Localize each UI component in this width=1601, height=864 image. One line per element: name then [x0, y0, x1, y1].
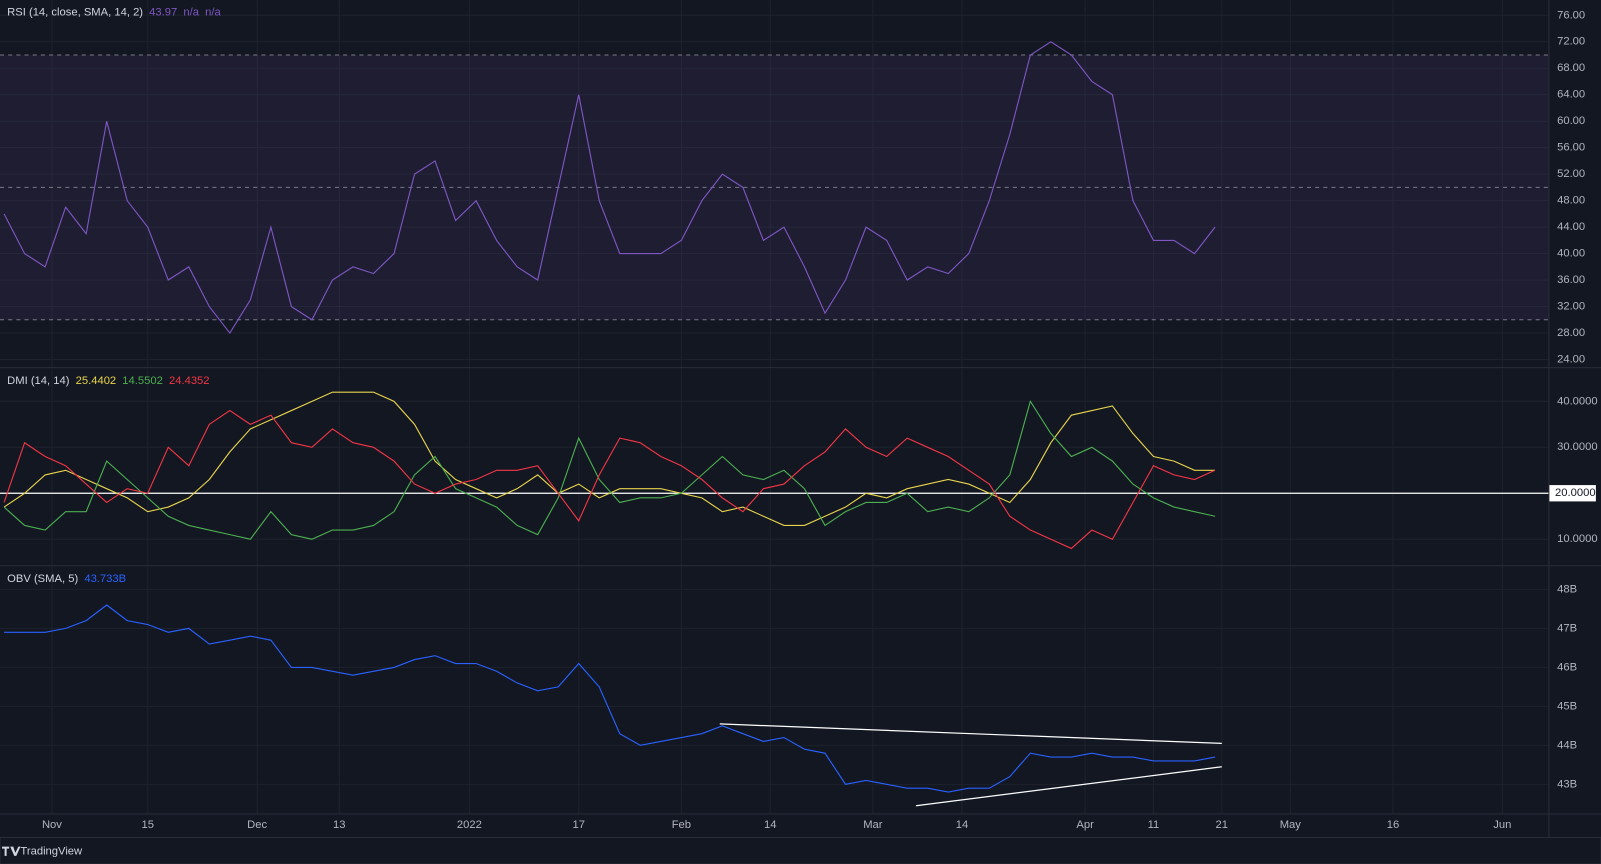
series-line [3, 409, 1216, 550]
pane-header: DMI (14, 14) 25.4402 14.5502 24.4352 [7, 375, 209, 387]
x-tick-label: Mar [863, 819, 883, 831]
pane-title: OBV (SMA, 5) [7, 573, 78, 585]
brand-logo [2, 846, 21, 856]
series-line [3, 41, 1216, 335]
series-line [4, 604, 1216, 793]
hline-label: 20.0000 [1555, 487, 1596, 499]
y-tick-label: 72.00 [1557, 36, 1585, 48]
y-tick-label: 45B [1557, 700, 1577, 712]
brand: TradingView [20, 846, 83, 858]
y-tick-label: 48B [1557, 583, 1577, 595]
header-value: 14.5502 [122, 375, 163, 387]
footer-bar [0, 836, 1601, 864]
y-tick-label: 36.00 [1557, 274, 1585, 286]
x-tick-label: Jun [1493, 819, 1511, 831]
y-tick-label: 60.00 [1557, 115, 1585, 127]
x-tick-label: 17 [573, 819, 585, 831]
trend-line [915, 766, 1222, 807]
header-value: n/a [183, 6, 199, 18]
x-tick-label: 16 [1387, 819, 1399, 831]
x-tick-label: Nov [42, 819, 62, 831]
x-tick-label: 11 [1148, 819, 1160, 831]
header-value: n/a [205, 6, 221, 18]
x-tick-label: Feb [672, 819, 691, 831]
x-tick-label: May [1280, 819, 1302, 831]
pane-title: DMI (14, 14) [7, 375, 70, 387]
y-tick-label: 44.00 [1557, 221, 1585, 233]
x-tick-label: 14 [764, 819, 776, 831]
x-tick-label: 15 [142, 819, 154, 831]
y-tick-label: 32.00 [1557, 301, 1585, 313]
x-tick-label: Dec [247, 819, 267, 831]
y-tick-label: 24.00 [1557, 353, 1585, 365]
x-tick-label: 14 [956, 819, 968, 831]
header-value: 24.4352 [169, 375, 210, 387]
pane-title: RSI (14, close, SMA, 14, 2) [7, 6, 143, 18]
hline-label-box [1548, 485, 1596, 502]
y-tick-label: 44B [1557, 739, 1577, 751]
x-tick-label: Apr [1076, 819, 1094, 831]
y-tick-label: 56.00 [1557, 142, 1585, 154]
y-tick-label: 46B [1557, 661, 1577, 673]
x-tick-label: 2022 [457, 819, 482, 831]
y-tick-label: 68.00 [1557, 62, 1585, 74]
y-tick-label: 30.0000 [1557, 441, 1598, 453]
series-line [3, 391, 1216, 527]
y-tick-label: 52.00 [1557, 168, 1585, 180]
pane-header: RSI (14, close, SMA, 14, 2) 43.97 n/a n/a [7, 6, 221, 18]
x-tick-label: 13 [333, 819, 345, 831]
y-tick-label: 40.00 [1557, 248, 1585, 260]
trend-line [719, 723, 1222, 745]
series-line [3, 399, 1216, 540]
pane-header: OBV (SMA, 5) 43.733B [7, 573, 126, 585]
header-value: 25.4402 [76, 375, 117, 387]
y-tick-label: 10.0000 [1557, 533, 1598, 545]
y-tick-label: 28.00 [1557, 327, 1585, 339]
y-tick-label: 40.0000 [1557, 395, 1598, 407]
y-tick-label: 43B [1557, 778, 1577, 790]
y-tick-label: 64.00 [1557, 89, 1585, 101]
x-tick-label: 21 [1216, 819, 1228, 831]
y-tick-label: 48.00 [1557, 195, 1585, 207]
header-value: 43.97 [149, 6, 177, 18]
header-value: 43.733B [84, 573, 126, 585]
y-tick-label: 47B [1557, 622, 1577, 634]
y-tick-label: 76.00 [1557, 9, 1585, 21]
